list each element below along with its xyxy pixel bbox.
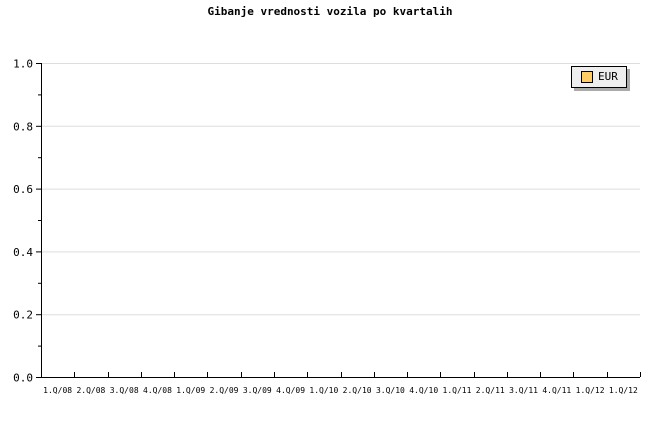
x-tick-label: 3.Q/08 [110,386,139,395]
y-tick-label: 0.6 [13,183,33,196]
x-tick-label: 1.Q/12 [576,386,605,395]
x-tick-label: 1.Q/12 [609,386,638,395]
x-tick-label: 4.Q/10 [409,386,438,395]
x-tick-label: 4.Q/09 [276,386,305,395]
x-tick-label: 3.Q/09 [243,386,272,395]
y-tick-label: 0.8 [13,120,33,133]
x-tick-label: 4.Q/08 [143,386,172,395]
x-tick-label: 2.Q/11 [476,386,505,395]
legend-label-eur: EUR [598,70,618,83]
x-tick-label: 1.Q/09 [176,386,205,395]
y-tick-label: 0.2 [13,309,33,322]
legend-swatch-eur [581,71,593,83]
legend: EUR [571,66,627,88]
x-tick-label: 1.Q/10 [309,386,338,395]
y-tick-label: 0.4 [13,246,33,259]
y-tick-label: 1.0 [13,58,33,71]
x-tick-label: 3.Q/10 [376,386,405,395]
x-tick-label: 1.Q/08 [43,386,72,395]
x-tick-label: 2.Q/09 [210,386,239,395]
x-tick-label: 3.Q/11 [509,386,538,395]
chart-title: Gibanje vrednosti vozila po kvartalih [207,5,453,18]
y-tick-label: 0.0 [13,372,33,385]
x-tick-label: 4.Q/11 [542,386,571,395]
x-tick-label: 2.Q/08 [76,386,105,395]
x-tick-label: 2.Q/10 [343,386,372,395]
x-tick-label: 1.Q/11 [443,386,472,395]
